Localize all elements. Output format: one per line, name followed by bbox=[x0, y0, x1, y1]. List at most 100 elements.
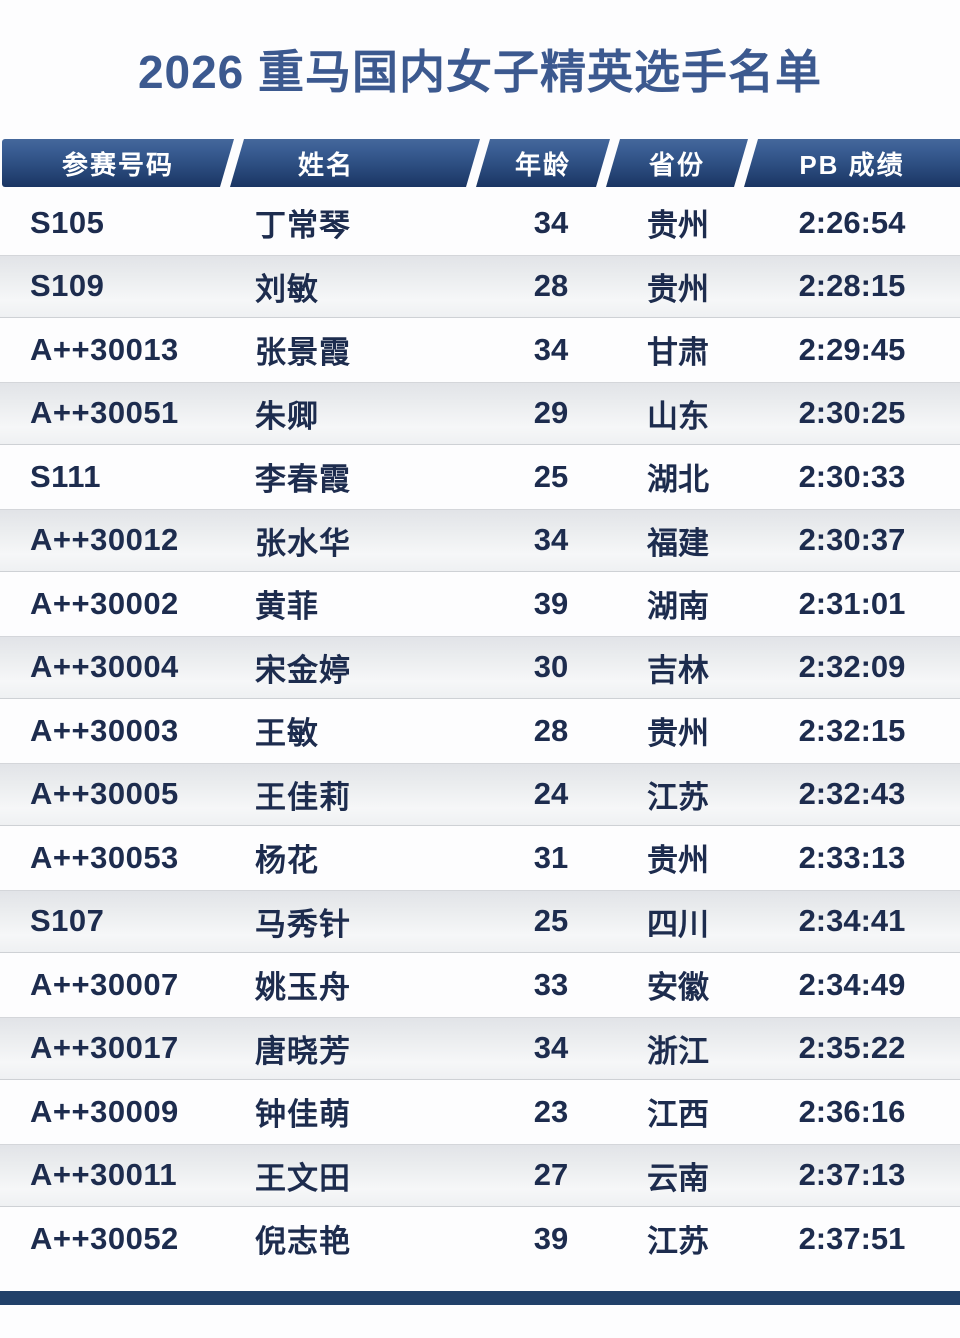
name-cell: 马秀针 bbox=[255, 906, 351, 942]
table-row: A++30011 王文田 27 云南 2:37:13 bbox=[0, 1143, 960, 1207]
pb-cell: 2:35:22 bbox=[798, 1030, 906, 1066]
age-cell: 24 bbox=[533, 776, 569, 812]
province-cell: 福建 bbox=[647, 525, 709, 561]
name-cell: 倪志艳 bbox=[255, 1224, 351, 1260]
table-row: A++30051 朱卿 29 山东 2:30:25 bbox=[0, 381, 960, 445]
name-cell: 丁常琴 bbox=[255, 208, 351, 244]
table-row: A++30005 王佳莉 24 江苏 2:32:43 bbox=[0, 762, 960, 826]
name-cell: 宋金婷 bbox=[255, 652, 351, 688]
age-cell: 25 bbox=[533, 903, 569, 939]
province-cell: 贵州 bbox=[647, 843, 709, 879]
province-cell: 浙江 bbox=[647, 1033, 709, 1069]
column-header-name: 姓名 bbox=[230, 139, 480, 187]
column-header-bib: 参赛号码 bbox=[2, 139, 234, 187]
name-cell: 王文田 bbox=[255, 1160, 351, 1196]
table-row: S105 丁常琴 34 贵州 2:26:54 bbox=[0, 191, 960, 255]
footer-accent-bar bbox=[0, 1290, 960, 1305]
province-cell: 山东 bbox=[647, 398, 709, 434]
bib-cell: A++30004 bbox=[30, 649, 179, 685]
bib-cell: A++30052 bbox=[30, 1220, 179, 1256]
pb-cell: 2:32:15 bbox=[798, 712, 906, 748]
name-cell: 朱卿 bbox=[255, 398, 319, 434]
age-cell: 25 bbox=[533, 458, 569, 494]
name-cell: 黄菲 bbox=[255, 589, 319, 625]
table-body: S105 丁常琴 34 贵州 2:26:54 S109 刘敏 28 贵州 2:2… bbox=[0, 191, 960, 1271]
province-cell: 江苏 bbox=[647, 1224, 709, 1260]
province-cell: 湖北 bbox=[647, 462, 709, 498]
column-header-name-label: 姓名 bbox=[297, 149, 354, 180]
province-cell: 四川 bbox=[647, 906, 709, 942]
pb-cell: 2:30:25 bbox=[798, 395, 906, 431]
bib-cell: A++30009 bbox=[30, 1093, 179, 1129]
bib-cell: A++30012 bbox=[30, 522, 179, 558]
bib-cell: A++30005 bbox=[30, 776, 179, 812]
name-cell: 李春霞 bbox=[255, 462, 351, 498]
province-cell: 安徽 bbox=[647, 970, 709, 1006]
column-header-pb-label: PB 成绩 bbox=[799, 149, 905, 180]
bib-cell: A++30013 bbox=[30, 331, 179, 367]
column-header-pb: PB 成绩 bbox=[744, 139, 960, 187]
table-row: S109 刘敏 28 贵州 2:28:15 bbox=[0, 254, 960, 318]
table-row: A++30004 宋金婷 30 吉林 2:32:09 bbox=[0, 635, 960, 699]
age-cell: 28 bbox=[533, 268, 569, 304]
pb-cell: 2:32:43 bbox=[798, 776, 906, 812]
footer-gap bbox=[0, 1271, 960, 1291]
name-cell: 唐晓芳 bbox=[255, 1033, 351, 1069]
table-row: A++30012 张水华 34 福建 2:30:37 bbox=[0, 508, 960, 572]
name-cell: 姚玉舟 bbox=[255, 970, 351, 1006]
bib-cell: S111 bbox=[30, 458, 101, 494]
bib-cell: A++30007 bbox=[30, 966, 179, 1002]
age-cell: 33 bbox=[533, 966, 569, 1002]
age-cell: 29 bbox=[533, 395, 569, 431]
table-row: A++30003 王敏 28 贵州 2:32:15 bbox=[0, 699, 960, 763]
table-row: S107 马秀针 25 四川 2:34:41 bbox=[0, 889, 960, 953]
roster-table: 参赛号码 姓名 年龄 省份 PB 成绩 S105 丁常琴 34 贵州 2:26:… bbox=[0, 139, 960, 1271]
name-cell: 刘敏 bbox=[255, 271, 319, 307]
pb-cell: 2:37:51 bbox=[798, 1220, 906, 1256]
table-header-row: 参赛号码 姓名 年龄 省份 PB 成绩 bbox=[0, 139, 960, 187]
bib-cell: A++30002 bbox=[30, 585, 179, 621]
pb-cell: 2:32:09 bbox=[798, 649, 906, 685]
table-row: A++30052 倪志艳 39 江苏 2:37:51 bbox=[0, 1207, 960, 1271]
name-cell: 杨花 bbox=[255, 843, 319, 879]
age-cell: 31 bbox=[533, 839, 569, 875]
name-cell: 张景霞 bbox=[255, 335, 351, 371]
name-cell: 张水华 bbox=[255, 525, 351, 561]
pb-cell: 2:26:54 bbox=[798, 204, 906, 240]
pb-cell: 2:33:13 bbox=[798, 839, 906, 875]
province-cell: 甘肃 bbox=[647, 335, 709, 371]
pb-cell: 2:34:41 bbox=[798, 903, 906, 939]
bib-cell: S107 bbox=[30, 903, 105, 939]
bib-cell: A++30017 bbox=[30, 1030, 179, 1066]
province-cell: 云南 bbox=[647, 1160, 709, 1196]
province-cell: 江苏 bbox=[647, 779, 709, 815]
column-header-age-label: 年龄 bbox=[514, 149, 571, 180]
pb-cell: 2:36:16 bbox=[798, 1093, 906, 1129]
table-row: A++30017 唐晓芳 34 浙江 2:35:22 bbox=[0, 1016, 960, 1080]
table-row: A++30007 姚玉舟 33 安徽 2:34:49 bbox=[0, 953, 960, 1017]
pb-cell: 2:31:01 bbox=[798, 585, 906, 621]
pb-cell: 2:30:33 bbox=[798, 458, 906, 494]
table-row: A++30013 张景霞 34 甘肃 2:29:45 bbox=[0, 318, 960, 382]
table-row: A++30053 杨花 31 贵州 2:33:13 bbox=[0, 826, 960, 890]
age-cell: 34 bbox=[533, 522, 569, 558]
name-cell: 王敏 bbox=[255, 716, 319, 752]
age-cell: 34 bbox=[533, 204, 569, 240]
pb-cell: 2:34:49 bbox=[798, 966, 906, 1002]
province-cell: 贵州 bbox=[647, 208, 709, 244]
age-cell: 30 bbox=[533, 649, 569, 685]
table-row: A++30002 黄菲 39 湖南 2:31:01 bbox=[0, 572, 960, 636]
province-cell: 贵州 bbox=[647, 716, 709, 752]
column-header-province-label: 省份 bbox=[648, 149, 705, 180]
age-cell: 27 bbox=[533, 1157, 569, 1193]
table-row: S111 李春霞 25 湖北 2:30:33 bbox=[0, 445, 960, 509]
name-cell: 钟佳萌 bbox=[255, 1097, 351, 1133]
age-cell: 39 bbox=[533, 1220, 569, 1256]
age-cell: 28 bbox=[533, 712, 569, 748]
pb-cell: 2:37:13 bbox=[798, 1157, 906, 1193]
age-cell: 34 bbox=[533, 331, 569, 367]
name-cell: 王佳莉 bbox=[255, 779, 351, 815]
province-cell: 贵州 bbox=[647, 271, 709, 307]
pb-cell: 2:30:37 bbox=[798, 522, 906, 558]
page-title: 2026 重马国内女子精英选手名单 bbox=[137, 46, 823, 98]
